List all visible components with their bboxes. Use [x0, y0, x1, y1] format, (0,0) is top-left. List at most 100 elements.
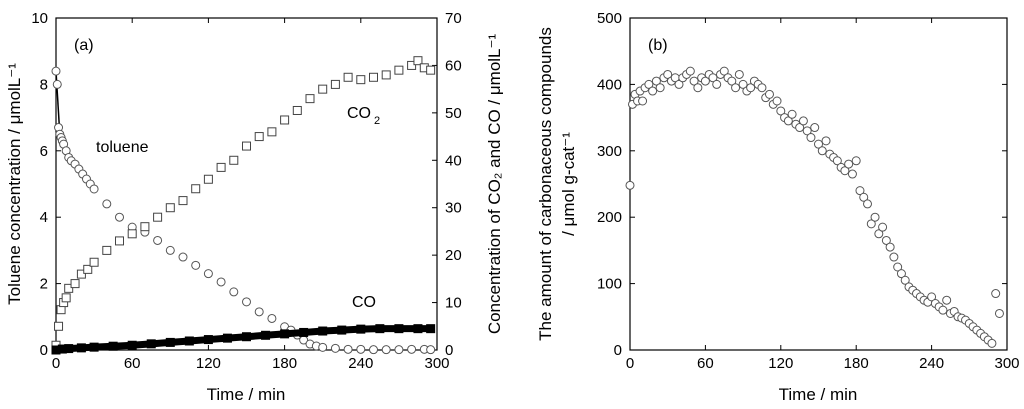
carbonaceous-point	[772, 96, 782, 106]
carbonaceous-point	[866, 219, 876, 229]
carbonaceous-point	[863, 199, 873, 209]
x-tick-label: 300	[994, 355, 1019, 372]
carbonaceous-point	[874, 229, 884, 239]
co2-point	[305, 94, 315, 104]
co2-point	[381, 70, 391, 80]
carbonaceous-point	[878, 222, 888, 232]
toluene-point	[407, 344, 417, 354]
co2-point	[115, 236, 124, 246]
x-tick-label: 120	[196, 355, 221, 372]
carbonaceous-point	[810, 123, 820, 133]
y-tick-label: 300	[597, 143, 622, 160]
carbonaceous-point	[798, 116, 808, 126]
x-tick-label: 240	[919, 355, 944, 372]
co2-point	[54, 321, 64, 331]
series-co2	[51, 56, 436, 350]
y-right-tick-label: 10	[445, 295, 462, 312]
carbonaceous-point	[727, 76, 737, 86]
toluene-point	[115, 212, 124, 222]
co2-point	[140, 222, 150, 232]
y-right-tick-label: 30	[445, 200, 462, 217]
y-tick-label: 100	[597, 276, 622, 293]
y-right-tick-label: 20	[445, 247, 462, 264]
carbonaceous-point	[994, 308, 1004, 318]
toluene-point	[330, 343, 340, 353]
carbonaceous-point	[644, 79, 654, 89]
carbonaceous-point	[893, 262, 903, 272]
y-tick-label: 6	[40, 143, 48, 160]
carbonaceous-point	[896, 269, 906, 279]
co2-point	[178, 196, 188, 206]
carbonaceous-point	[685, 66, 695, 76]
co2-point	[292, 105, 302, 115]
carbonaceous-point	[651, 76, 661, 86]
carbonaceous-point	[802, 126, 812, 136]
toluene-point	[216, 277, 226, 287]
carbonaceous-point	[655, 83, 665, 93]
co2-point	[394, 65, 404, 75]
annotation-toluene: toluene	[96, 139, 149, 156]
co2-point	[254, 132, 264, 142]
carbonaceous-point	[900, 275, 910, 285]
carbonaceous-point	[734, 69, 744, 79]
carbonaceous-point	[795, 123, 805, 133]
co2-point	[64, 283, 74, 293]
carbonaceous-point	[851, 156, 861, 166]
carbonaceous-point	[859, 192, 869, 202]
x-axis-title-a: Time / min	[207, 385, 286, 404]
panel-label-b: (b)	[648, 37, 668, 54]
x-tick-label: 60	[697, 355, 714, 372]
plot-frame	[55, 17, 438, 351]
carbonaceous-point	[719, 66, 729, 76]
carbonaceous-point	[806, 133, 816, 143]
co2-point	[318, 84, 328, 94]
toluene-point	[52, 79, 62, 89]
carbonaceous-point	[844, 159, 854, 169]
co2-point	[89, 257, 99, 267]
x-tick-label: 60	[124, 355, 141, 372]
toluene-point	[394, 345, 404, 355]
y-axis-title-right-a: Concentration of CO₂ and CO / μmolL⁻¹	[485, 34, 504, 335]
carbonaceous-point	[885, 242, 895, 252]
carbonaceous-point	[870, 212, 880, 222]
co2-point	[330, 79, 340, 89]
carbonaceous-point	[731, 83, 741, 93]
co2-point	[191, 184, 201, 194]
co2-point	[343, 72, 353, 82]
co2-point	[280, 115, 290, 125]
y-tick-label: 200	[597, 209, 622, 226]
carbonaceous-point	[764, 89, 774, 99]
carbonaceous-point	[927, 292, 937, 302]
y-tick-label: 2	[40, 276, 48, 293]
y-right-tick-label: 50	[445, 105, 462, 122]
carbonaceous-point	[787, 109, 797, 119]
co2-point	[61, 293, 71, 303]
annotation-co: CO	[352, 294, 376, 311]
toluene-point	[191, 260, 201, 270]
co-band	[55, 325, 431, 354]
co2-point	[216, 162, 226, 172]
x-tick-label: 240	[348, 355, 373, 372]
toluene-point	[153, 235, 163, 245]
carbonaceous-point	[746, 83, 756, 93]
x-tick-label: 120	[768, 355, 793, 372]
carbonaceous-point	[821, 136, 831, 146]
x-tick-label: 300	[424, 355, 449, 372]
carbonaceous-point	[708, 73, 718, 83]
toluene-point	[369, 345, 378, 355]
y-right-tick-label: 0	[445, 342, 453, 359]
y-axis-title-left-a: Toluene concentration / μmolL⁻¹	[5, 63, 24, 305]
series-co	[51, 324, 436, 355]
y-tick-label: 10	[31, 10, 48, 27]
co2-point	[165, 203, 175, 213]
carbonaceous-point	[991, 289, 1001, 299]
carbonaceous-point	[638, 96, 648, 106]
toluene-point	[229, 287, 239, 297]
co2-point	[229, 155, 239, 165]
series-carbonaceous	[625, 66, 1004, 348]
y-tick-label: 8	[40, 76, 48, 93]
carbonaceous-point	[663, 69, 673, 79]
co2-point	[70, 279, 80, 289]
carbonaceous-point	[889, 252, 899, 262]
